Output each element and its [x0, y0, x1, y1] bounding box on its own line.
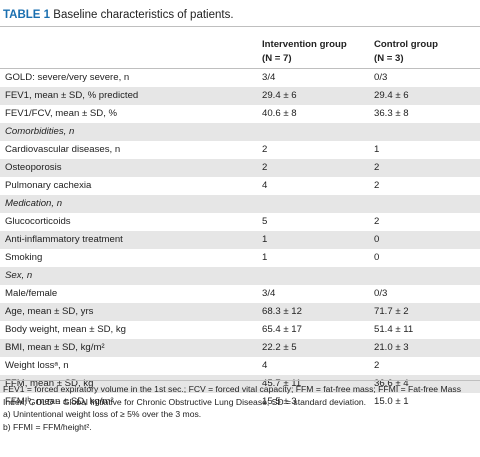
row-label: Sex, n	[5, 270, 33, 281]
column-header-control-n: (N = 3)	[374, 53, 404, 64]
table-row: FFM, mean ± SD, kg 45.7 ± 11 36.6 ± 4	[0, 375, 480, 393]
column-header-intervention-name: Intervention group	[262, 39, 347, 50]
table-row: Glucocorticoids 5 2	[0, 213, 480, 231]
table-caption: Baseline characteristics of patients.	[50, 9, 234, 21]
control-value: 36.3 ± 8	[374, 108, 409, 119]
section-row: Medication, n	[0, 195, 480, 213]
column-header-intervention-n: (N = 7)	[262, 53, 292, 64]
row-label: Age, mean ± SD, yrs	[5, 306, 94, 317]
intervention-value: 68.3 ± 12	[262, 306, 302, 317]
table-row: BMI, mean ± SD, kg/m² 22.2 ± 5 21.0 ± 3	[0, 339, 480, 357]
column-header-control-name: Control group	[374, 39, 438, 50]
row-label: Pulmonary cachexia	[5, 180, 92, 191]
row-label: FEV1, mean ± SD, % predicted	[5, 90, 139, 101]
intervention-value: 1	[262, 252, 268, 263]
column-header-intervention: Intervention group (N = 7)	[262, 38, 347, 66]
footnote-a: a) Unintentional weight loss of ≥ 5% ove…	[3, 409, 202, 420]
footnote-abbreviations: FEV1 = forced expiratory volume in the 1…	[3, 384, 462, 407]
table-row: FEV1/FCV, mean ± SD, % 40.6 ± 8 36.3 ± 8	[0, 105, 480, 123]
control-value: 2	[374, 180, 380, 191]
intervention-value: 29.4 ± 6	[262, 90, 297, 101]
footnote-b: b) FFMI = FFM/height².	[3, 421, 92, 432]
footnotes: FEV1 = forced expiratory volume in the 1…	[3, 383, 477, 433]
intervention-value: 2	[262, 162, 268, 173]
intervention-value: 2	[262, 144, 268, 155]
row-label: Male/female	[5, 288, 58, 299]
table-row: Pulmonary cachexia 4 2	[0, 177, 480, 195]
table-row: Anti-inflammatory treatment 1 0	[0, 231, 480, 249]
table-row: FEV1, mean ± SD, % predicted 29.4 ± 6 29.4…	[0, 87, 480, 105]
table-number: TABLE 1	[3, 9, 51, 21]
column-header-control: Control group (N = 3)	[374, 38, 438, 66]
intervention-value: 22.2 ± 5	[262, 342, 297, 353]
table-row: Weight lossᵃ, n 4 2	[0, 357, 480, 375]
control-value: 0/3	[374, 288, 388, 299]
control-value: 15.0 ± 1	[374, 396, 409, 407]
intervention-value: 45.7 ± 11	[262, 378, 302, 389]
intervention-value: 3/4	[262, 72, 276, 83]
control-value: 71.7 ± 2	[374, 306, 409, 317]
row-label: Glucocorticoids	[5, 216, 71, 227]
row-label: Anti-inflammatory treatment	[5, 234, 123, 245]
row-label: Weight lossᵃ, n	[5, 360, 69, 371]
control-value: 0	[374, 234, 380, 245]
intervention-value: 40.6 ± 8	[262, 108, 297, 119]
row-label: FFMIᵇ, mean ± SD, kg/m²	[5, 396, 114, 407]
intervention-value: 65.4 ± 17	[262, 324, 302, 335]
intervention-value: 5	[262, 216, 268, 227]
row-label: Osteoporosis	[5, 162, 62, 173]
table-row: Smoking 1 0	[0, 249, 480, 267]
table-row: Cardiovascular diseases, n 2 1	[0, 141, 480, 159]
section-row: Sex, n	[0, 267, 480, 285]
intervention-value: 1	[262, 234, 268, 245]
top-rule	[0, 26, 480, 27]
control-value: 0	[374, 252, 380, 263]
control-value: 2	[374, 162, 380, 173]
control-value: 29.4 ± 6	[374, 90, 409, 101]
control-value: 21.0 ± 3	[374, 342, 409, 353]
table-row: Age, mean ± SD, yrs 68.3 ± 12 71.7 ± 2	[0, 303, 480, 321]
table-body: GOLD: severe/very severe, n 3/4 0/3 FEV1, m…	[0, 69, 480, 411]
row-label: Medication, n	[5, 198, 63, 209]
row-label: FFM, mean ± SD, kg	[5, 378, 94, 389]
intervention-value: 4	[262, 360, 268, 371]
intervention-value: 3/4	[262, 288, 276, 299]
row-label: Smoking	[5, 252, 43, 263]
row-label: Comorbidities, n	[5, 126, 75, 137]
table-row: Body weight, mean ± SD, kg 65.4 ± 17 51.4 …	[0, 321, 480, 339]
control-value: 1	[374, 144, 380, 155]
table-row: FFMIᵇ, mean ± SD, kg/m² 15.5 ± 3 15.0 ± 1	[0, 393, 480, 411]
row-label: Body weight, mean ± SD, kg	[5, 324, 126, 335]
table-title: TABLE 1 Baseline characteristics of pati…	[3, 9, 234, 21]
table-row: GOLD: severe/very severe, n 3/4 0/3	[0, 69, 480, 87]
control-value: 51.4 ± 11	[374, 324, 414, 335]
control-value: 36.6 ± 4	[374, 378, 409, 389]
row-label: GOLD: severe/very severe, n	[5, 72, 130, 83]
header-rule	[0, 68, 480, 69]
intervention-value: 4	[262, 180, 268, 191]
table-row: Male/female 3/4 0/3	[0, 285, 480, 303]
row-label: Cardiovascular diseases, n	[5, 144, 121, 155]
control-value: 2	[374, 216, 380, 227]
row-label: BMI, mean ± SD, kg/m²	[5, 342, 105, 353]
row-label: FEV1/FCV, mean ± SD, %	[5, 108, 118, 119]
control-value: 2	[374, 360, 380, 371]
bottom-rule	[0, 380, 480, 381]
table-row: Osteoporosis 2 2	[0, 159, 480, 177]
control-value: 0/3	[374, 72, 388, 83]
intervention-value: 15.5 ± 3	[262, 396, 297, 407]
section-row: Comorbidities, n	[0, 123, 480, 141]
